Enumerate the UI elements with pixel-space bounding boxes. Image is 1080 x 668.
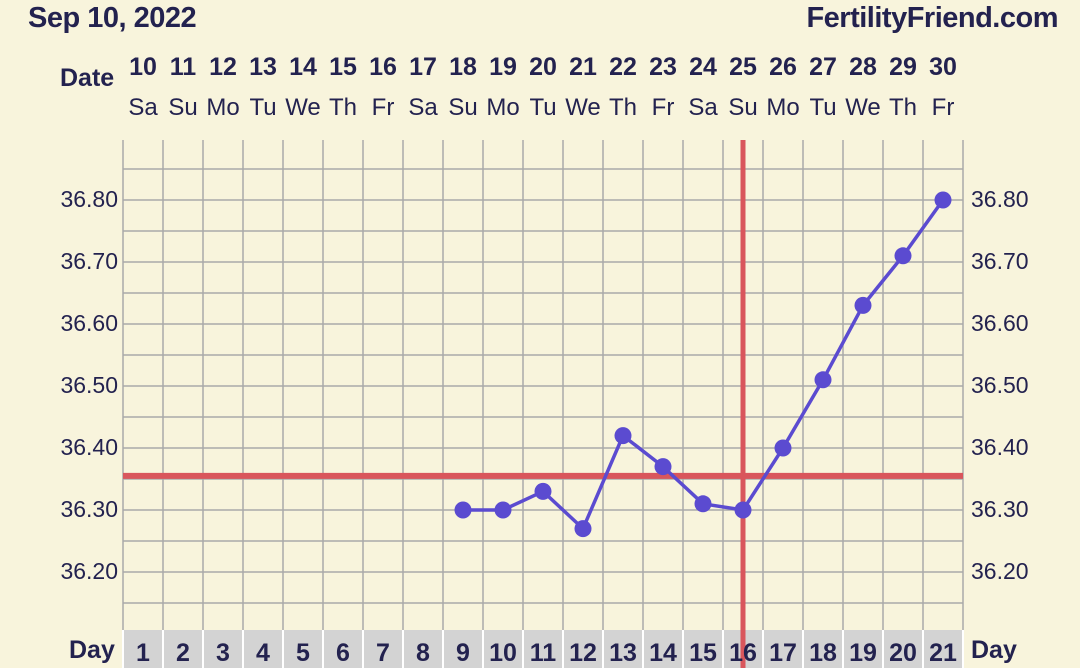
day-row-background	[123, 630, 963, 668]
date-number: 27	[809, 53, 837, 81]
date-number: 15	[329, 53, 357, 81]
y-tick-label-left: 36.50	[60, 372, 118, 398]
y-tick-label-right: 36.20	[971, 558, 1029, 584]
day-number: 21	[929, 639, 957, 667]
weekday-label: Su	[168, 94, 198, 121]
day-number: 3	[216, 639, 230, 667]
y-tick-label-left: 36.60	[60, 310, 118, 336]
date-number: 21	[569, 53, 597, 81]
day-number: 6	[336, 639, 350, 667]
day-number: 1	[136, 639, 150, 667]
date-number: 19	[489, 53, 517, 81]
date-number: 23	[649, 53, 677, 81]
date-number: 16	[369, 53, 397, 81]
day-row-label-left: Day	[69, 636, 115, 664]
temperature-point	[654, 458, 672, 476]
temperature-point	[774, 439, 792, 457]
weekday-label: Fr	[371, 94, 395, 121]
weekday-label: We	[565, 94, 601, 121]
day-number: 7	[376, 639, 390, 667]
y-tick-label-right: 36.30	[971, 496, 1029, 522]
weekday-label: We	[845, 94, 881, 121]
temperature-point	[494, 501, 512, 519]
weekday-label: Tu	[529, 94, 557, 121]
weekday-label: Sa	[688, 94, 718, 121]
temperature-point	[534, 482, 552, 500]
weekday-label: Mo	[206, 94, 240, 121]
day-number: 8	[416, 639, 430, 667]
chart-date-title: Sep 10, 2022	[28, 2, 197, 34]
date-row-label: Date	[60, 64, 115, 92]
date-number: 29	[889, 53, 917, 81]
date-number: 11	[169, 53, 197, 81]
day-number: 4	[256, 639, 270, 667]
temperature-point	[574, 520, 592, 538]
day-number: 2	[176, 639, 190, 667]
day-number: 18	[809, 639, 837, 667]
date-number: 17	[409, 53, 437, 81]
day-number: 20	[889, 639, 917, 667]
temperature-point	[934, 191, 952, 209]
weekday-label: Su	[448, 94, 478, 121]
day-number: 12	[569, 639, 597, 667]
day-number: 14	[649, 639, 677, 667]
y-tick-label-left: 36.20	[60, 558, 118, 584]
date-number: 22	[609, 53, 637, 81]
temperature-point	[894, 247, 912, 265]
temperature-point	[614, 427, 632, 445]
weekday-label: Sa	[128, 94, 158, 121]
date-number: 30	[929, 53, 957, 81]
plot-area	[123, 140, 963, 630]
weekday-label: Mo	[766, 94, 800, 121]
y-tick-label-left: 36.40	[60, 434, 118, 460]
date-number: 25	[729, 53, 757, 81]
weekday-label: We	[285, 94, 321, 121]
y-tick-label-right: 36.70	[971, 248, 1029, 274]
date-number: 28	[849, 53, 877, 81]
weekday-label: Mo	[486, 94, 520, 121]
day-number: 15	[689, 639, 717, 667]
day-number: 13	[609, 639, 637, 667]
date-number: 26	[769, 53, 797, 81]
day-number: 19	[849, 639, 877, 667]
weekday-label: Fr	[931, 94, 955, 121]
date-number: 14	[289, 53, 317, 81]
weekday-label: Sa	[408, 94, 438, 121]
y-tick-label-right: 36.60	[971, 310, 1029, 336]
date-number: 24	[689, 53, 717, 81]
day-number: 17	[769, 639, 797, 667]
y-tick-label-right: 36.40	[971, 434, 1029, 460]
y-tick-label-right: 36.80	[971, 186, 1029, 212]
y-tick-label-left: 36.80	[60, 186, 118, 212]
date-number: 12	[209, 53, 237, 81]
date-number: 20	[529, 53, 557, 81]
day-number: 10	[489, 639, 517, 667]
site-name: FertilityFriend.com	[806, 2, 1058, 34]
temperature-point	[814, 371, 832, 389]
y-tick-label-right: 36.50	[971, 372, 1029, 398]
weekday-label: Th	[888, 94, 917, 121]
date-number: 13	[249, 53, 277, 81]
y-tick-label-left: 36.30	[60, 496, 118, 522]
temperature-point	[694, 495, 712, 513]
day-number: 5	[296, 639, 310, 667]
temperature-point	[734, 501, 752, 519]
weekday-label: Su	[728, 94, 758, 121]
day-number: 16	[729, 639, 757, 667]
day-row-label-right: Day	[971, 636, 1017, 664]
weekday-label: Tu	[249, 94, 277, 121]
weekday-label: Th	[328, 94, 357, 121]
day-number: 9	[456, 639, 470, 667]
temperature-point	[854, 296, 872, 314]
weekday-label: Tu	[809, 94, 837, 121]
y-tick-label-left: 36.70	[60, 248, 118, 274]
day-number: 11	[529, 639, 557, 667]
date-number: 10	[129, 53, 157, 81]
weekday-label: Th	[608, 94, 637, 121]
temperature-point	[454, 501, 472, 519]
weekday-label: Fr	[651, 94, 675, 121]
date-number: 18	[449, 53, 477, 81]
